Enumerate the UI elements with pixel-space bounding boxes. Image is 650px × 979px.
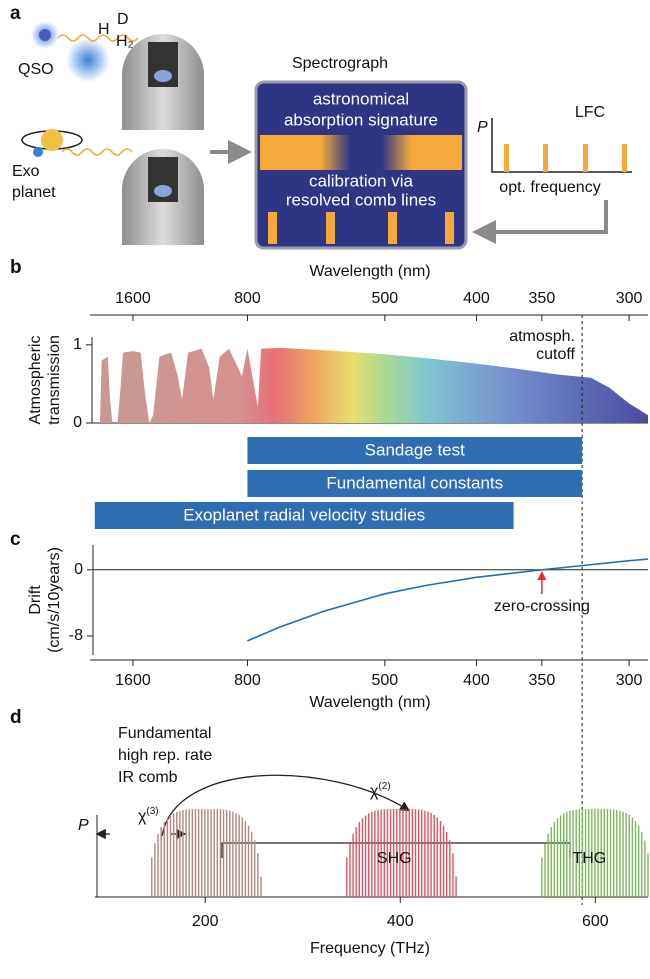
label: astronomical bbox=[313, 89, 409, 108]
arrow bbox=[472, 200, 608, 244]
label: H₂ bbox=[116, 33, 134, 50]
axis-title: Atmospheric bbox=[27, 336, 44, 425]
comb bbox=[346, 809, 457, 897]
x-tick-label: 800 bbox=[234, 290, 261, 307]
label: H bbox=[98, 21, 110, 38]
label: QSO bbox=[18, 61, 54, 78]
range-bar bbox=[94, 502, 514, 529]
label: resolved comb lines bbox=[286, 190, 436, 209]
comb-line bbox=[388, 212, 397, 244]
label: Exo bbox=[12, 163, 40, 180]
label: Spectrograph bbox=[292, 55, 388, 72]
label: absorption signature bbox=[284, 110, 438, 129]
planet bbox=[33, 147, 43, 157]
label: Fundamental bbox=[118, 725, 211, 742]
light-wave bbox=[57, 34, 139, 42]
range-label: Exoplanet radial velocity studies bbox=[183, 505, 425, 524]
x-tick-label: 1600 bbox=[115, 672, 151, 689]
comb bbox=[151, 809, 262, 897]
x-tick-label: 350 bbox=[529, 672, 556, 689]
range-label: Fundamental constants bbox=[326, 473, 503, 492]
y-tick-label: -8 bbox=[69, 627, 83, 644]
harmonic-label: THG bbox=[572, 850, 606, 867]
x-tick-label: 400 bbox=[387, 913, 414, 930]
lfc-line bbox=[504, 144, 509, 172]
label: opt. frequency bbox=[499, 179, 600, 196]
label: IR comb bbox=[118, 769, 178, 786]
panel-a: QSO H D H₂ Exo planet Spectrograph astro… bbox=[12, 11, 632, 250]
panel-label: a bbox=[10, 3, 21, 24]
lfc-line bbox=[583, 144, 588, 172]
star bbox=[41, 129, 63, 151]
label: planet bbox=[12, 184, 56, 201]
x-tick-label: 400 bbox=[463, 290, 490, 307]
arrow bbox=[161, 774, 411, 837]
annotation: cutoff bbox=[536, 346, 575, 363]
label: P bbox=[477, 119, 488, 136]
light-wave bbox=[61, 148, 133, 156]
comb-line bbox=[268, 212, 277, 244]
label: LFC bbox=[575, 104, 605, 121]
axis-title: transmission bbox=[46, 335, 63, 425]
axis-title: Wavelength (nm) bbox=[309, 694, 430, 711]
axis-title: Wavelength (nm) bbox=[309, 263, 430, 280]
label: D bbox=[117, 11, 129, 28]
lfc-axes bbox=[491, 118, 632, 173]
lfc-line bbox=[543, 144, 548, 172]
lfc-line bbox=[622, 144, 627, 172]
range-label: Sandage test bbox=[365, 440, 465, 459]
comb-line bbox=[326, 212, 335, 244]
comb bbox=[541, 809, 649, 897]
panel-label: b bbox=[10, 257, 22, 278]
annotation: atmosph. bbox=[509, 328, 575, 345]
absorption-band bbox=[260, 135, 462, 170]
transmission-area bbox=[99, 347, 648, 423]
annotation: zero-crossing bbox=[494, 598, 590, 615]
label: high rep. rate bbox=[118, 747, 212, 764]
chi-order: (3) bbox=[146, 806, 158, 817]
chi: χ bbox=[138, 808, 147, 825]
chi-order: (2) bbox=[378, 781, 390, 792]
y-tick-label: 0 bbox=[74, 561, 83, 578]
x-tick-label: 350 bbox=[529, 290, 556, 307]
panel-label: d bbox=[10, 707, 22, 728]
label: χ(3) bbox=[138, 806, 159, 826]
label: calibration via bbox=[309, 171, 413, 190]
x-tick-label: 800 bbox=[234, 672, 261, 689]
label: χ(2) bbox=[370, 781, 391, 801]
gas-cloud bbox=[66, 38, 110, 82]
x-tick-label: 1600 bbox=[115, 290, 151, 307]
axis-title: (cm/s/10years) bbox=[46, 547, 63, 653]
axis-title: P bbox=[78, 817, 89, 834]
range-bar bbox=[247, 437, 583, 464]
axis-title: Frequency (THz) bbox=[310, 940, 430, 957]
x-tick-label: 300 bbox=[616, 672, 643, 689]
y-tick-label: 1 bbox=[73, 336, 82, 353]
x-tick-label: 200 bbox=[192, 913, 219, 930]
x-tick-label: 500 bbox=[371, 290, 398, 307]
harmonic-label: SHG bbox=[377, 850, 412, 867]
drift-line bbox=[247, 558, 649, 642]
chi: χ bbox=[370, 783, 379, 800]
x-tick-label: 300 bbox=[616, 290, 643, 307]
mirror bbox=[154, 185, 172, 197]
y-tick-label: 0 bbox=[73, 414, 82, 431]
comb-line bbox=[445, 212, 454, 244]
panel-label: c bbox=[10, 529, 21, 550]
qso bbox=[39, 29, 51, 41]
axis-title: Drift bbox=[27, 585, 44, 615]
mirror bbox=[154, 70, 172, 82]
x-tick-label: 600 bbox=[582, 913, 609, 930]
x-tick-label: 500 bbox=[371, 672, 398, 689]
x-tick-label: 400 bbox=[463, 672, 490, 689]
range-bar bbox=[247, 470, 583, 497]
